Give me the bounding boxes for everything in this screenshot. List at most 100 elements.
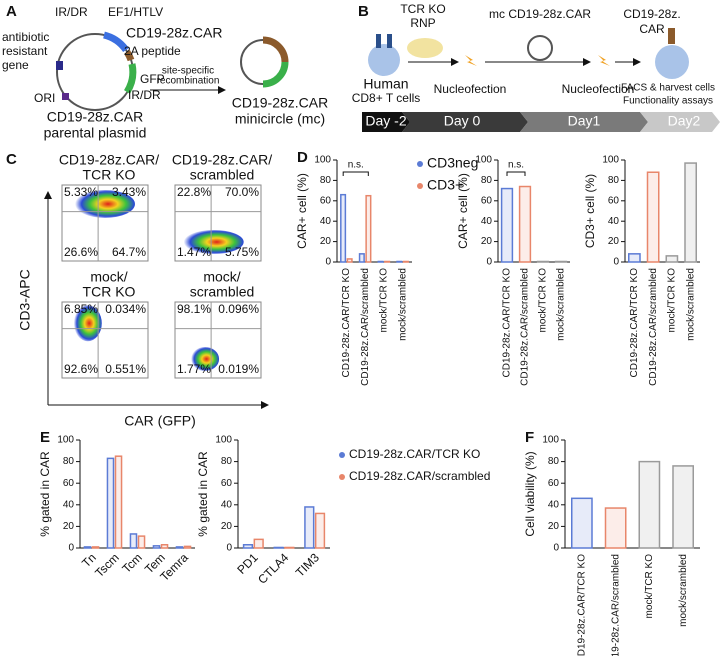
panel-label: D — [297, 149, 308, 166]
bar — [183, 545, 192, 549]
minicircle — [527, 35, 553, 61]
label: ORI — [34, 91, 55, 105]
bar — [160, 544, 169, 549]
gfp-segment — [262, 61, 289, 88]
y-axis-title: % gated in CAR — [196, 451, 210, 537]
legend-label: CD19-28z.CAR/TCR KO — [349, 447, 480, 461]
bar — [571, 497, 593, 549]
y-tick-label: 20 — [481, 236, 493, 247]
bar — [152, 545, 161, 549]
density — [73, 305, 102, 342]
legend-label: CD19-28z.CAR/scrambled — [349, 469, 490, 483]
x-tick-label: CD19-28z.CAR/TCR KO — [629, 268, 640, 378]
bar — [83, 546, 92, 549]
y-tick-label: 0 — [553, 543, 559, 554]
y-tick-label: 60 — [221, 478, 233, 489]
x-tick-label: mock/TCR KO — [538, 268, 549, 333]
bar — [358, 253, 365, 263]
cell — [655, 45, 689, 79]
panel-c: C CD3-APC CAR (GFP) — [6, 151, 269, 429]
y-tick-label: 60 — [548, 478, 560, 489]
y-tick-label: 100 — [215, 435, 232, 446]
y-tick-label: 40 — [481, 216, 493, 227]
panel-a: A IR/DR EF1/HTLV CD19-28z.CAR 2A peptide… — [2, 3, 328, 141]
bar — [665, 255, 679, 263]
y-tick-label: 60 — [320, 195, 332, 206]
bar — [500, 187, 514, 263]
car-segment — [102, 31, 129, 53]
label: antibiotic — [2, 30, 49, 44]
bar — [175, 546, 184, 549]
y-tick-label: 100 — [602, 155, 619, 166]
y-tick-label: 20 — [63, 521, 75, 532]
bar — [628, 253, 641, 263]
y-tick-label: 60 — [63, 478, 75, 489]
y-axis-title: Cell viability (%) — [523, 451, 537, 536]
receptor — [387, 34, 392, 48]
y-axis-title: % gated in CAR — [38, 451, 52, 537]
y-tick-label: 100 — [542, 435, 559, 446]
x-tick-label: mock/TCR KO — [644, 554, 655, 619]
x-tick-label: mock/TCR KO — [379, 268, 390, 333]
bar — [346, 258, 353, 263]
bar — [129, 533, 138, 549]
label: GFP — [140, 72, 165, 86]
x-tick-label: CD19-28z.CAR/scrambled — [648, 268, 659, 386]
x-tick-label: CD19-28z.CAR/TCR KO — [577, 554, 588, 656]
quadrant-percent: 92.6% — [64, 362, 98, 376]
legend-marker — [339, 452, 345, 458]
y-tick-label: 20 — [608, 236, 620, 247]
density — [191, 347, 220, 371]
bar — [137, 535, 146, 549]
bar — [253, 538, 264, 549]
legend-label: CD3+ — [427, 177, 463, 193]
x-tick-label: PD1 — [234, 550, 261, 577]
label: Human — [363, 76, 408, 92]
x-tick-label: mock/scrambled — [556, 268, 567, 341]
bracket — [506, 171, 526, 176]
x-tick-label: CD19-28z.CAR/TCR KO — [502, 268, 513, 378]
legend-label: CD3neg — [427, 155, 478, 171]
y-tick-label: 40 — [608, 216, 620, 227]
plot-title: TCR KO — [83, 167, 136, 183]
quadrant-percent: 64.7% — [112, 245, 146, 259]
label: CD19-28z.CAR — [47, 109, 143, 125]
bar — [396, 260, 403, 263]
car — [668, 28, 675, 44]
axis-title: CAR (GFP) — [124, 413, 196, 429]
y-tick-label: 20 — [548, 521, 560, 532]
timeline-step — [640, 112, 720, 132]
bar — [365, 194, 372, 263]
y-tick-label: 60 — [481, 195, 493, 206]
x-tick-label: CTLA4 — [255, 550, 292, 587]
label: resistant — [2, 44, 48, 58]
y-tick-label: 40 — [63, 499, 75, 510]
bar — [273, 546, 284, 549]
y-tick-label: 40 — [221, 499, 233, 510]
bracket — [342, 171, 369, 176]
car-segment — [262, 36, 289, 63]
label: minicircle (mc) — [235, 111, 325, 127]
quadrant-percent: 0.019% — [218, 362, 259, 376]
y-tick-label: 80 — [548, 456, 560, 467]
label: site-specific — [162, 66, 214, 77]
label: CAR — [639, 22, 665, 36]
bar — [536, 260, 550, 263]
quadrant-percent: 0.034% — [105, 302, 146, 316]
label: IR/DR — [128, 88, 161, 102]
quadrant-percent: 0.096% — [218, 302, 259, 316]
x-tick-label: CD19-28z.CAR/scrambled — [360, 268, 371, 386]
y-tick-label: 80 — [63, 456, 75, 467]
label: recombination — [157, 76, 220, 87]
panel-label: E — [40, 429, 50, 446]
bar — [646, 171, 660, 263]
y-tick-label: 0 — [325, 257, 331, 268]
axis-title: CD3-APC — [17, 269, 33, 330]
ori — [62, 93, 69, 100]
bar — [242, 544, 254, 549]
x-tick-label: mock/scrambled — [678, 554, 689, 627]
y-tick-label: 100 — [57, 435, 74, 446]
plot-title: CD19-28z.CAR/ — [59, 152, 159, 168]
y-tick-label: 80 — [481, 175, 493, 186]
label: EF1/HTLV — [108, 5, 163, 19]
